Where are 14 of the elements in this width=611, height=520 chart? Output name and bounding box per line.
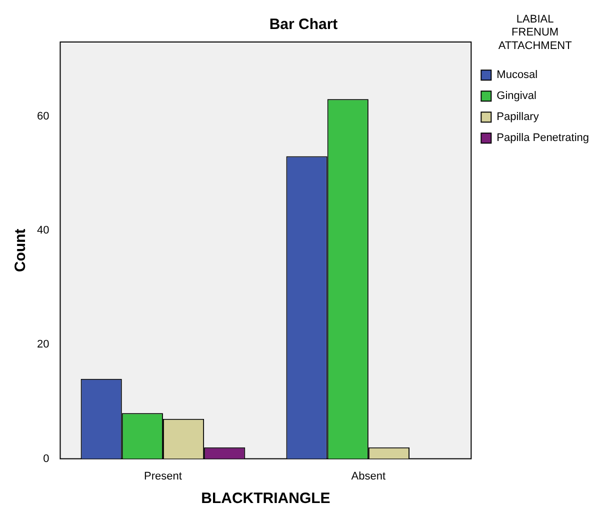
x-tick-label: Absent — [351, 470, 386, 482]
y-tick-label: 0 — [43, 452, 50, 465]
legend-title: LABIAL FRENUM ATTACHMENT — [498, 14, 572, 52]
legend-label: Papilla Penetrating — [496, 132, 590, 144]
y-tick-label: 40 — [36, 224, 50, 236]
chart-title: Bar Chart — [269, 16, 338, 34]
y-tick-label: 20 — [36, 338, 50, 351]
legend-label: Gingival — [496, 90, 536, 102]
y-tick-label: 60 — [36, 110, 50, 122]
legend-label: Mucosal — [496, 69, 538, 82]
x-tick-label: Present — [144, 470, 182, 482]
legend-label: Papillary — [496, 111, 540, 124]
x-axis-title: BLACKTRIANGLE — [201, 490, 330, 508]
y-axis-title: Count — [12, 228, 30, 272]
